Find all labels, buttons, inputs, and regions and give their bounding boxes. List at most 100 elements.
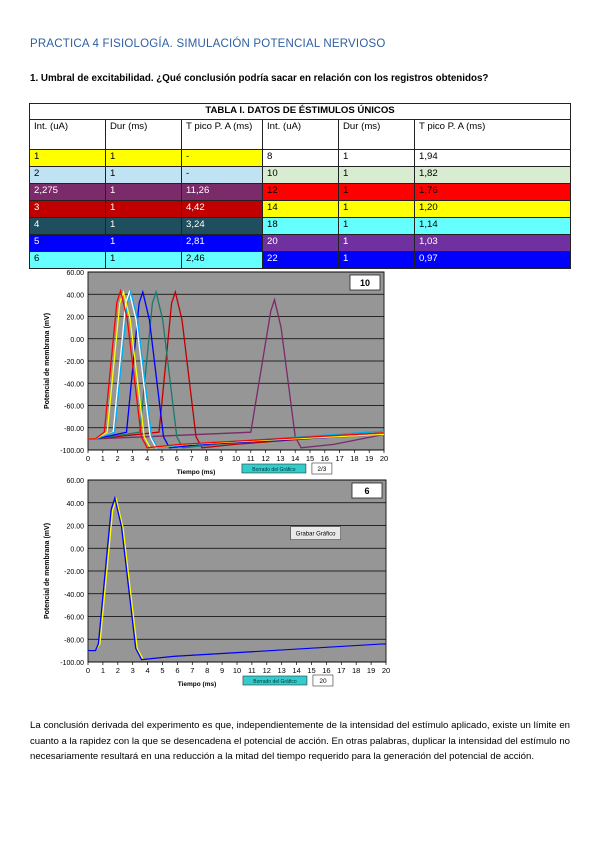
- series-line: [88, 297, 385, 449]
- column-header: T pico P. A (ms): [181, 119, 263, 150]
- table-cell: 8: [262, 149, 339, 167]
- x-tick-label: 11: [247, 454, 255, 463]
- table-row: 1 1-8 1 1,94: [29, 149, 572, 167]
- series-line: [88, 495, 387, 661]
- y-tick-label: -60.00: [64, 404, 84, 411]
- question-heading: 1. Umbral de excitabilidad. ¿Qué conclus…: [30, 73, 489, 84]
- x-tick-label: 5: [160, 666, 164, 675]
- x-tick-label: 17: [335, 454, 343, 463]
- table-cell: 4,42: [181, 200, 263, 218]
- y-tick-label: 0.00: [70, 546, 84, 553]
- column-header: Int. (uA): [29, 119, 106, 150]
- value-field-text: 20: [319, 678, 327, 685]
- x-tick-label: 18: [352, 666, 360, 675]
- table-cell: 0,97: [413, 251, 572, 269]
- table-cell: 1: [105, 149, 182, 167]
- x-tick-label: 12: [261, 454, 269, 463]
- table-row: 3 1 4,42 14 1 1,20: [29, 200, 572, 218]
- table-cell: 1: [338, 149, 415, 167]
- table-cell: 1: [105, 200, 182, 218]
- table-cell: 1: [338, 183, 415, 201]
- table-cell: 1,14: [413, 217, 572, 235]
- x-tick-label: 13: [278, 666, 286, 675]
- x-tick-label: 19: [365, 454, 373, 463]
- series-line: [88, 289, 385, 449]
- column-header: Dur (ms): [105, 119, 182, 150]
- y-tick-label: 20.00: [66, 315, 84, 322]
- table-cell: 22: [262, 251, 339, 269]
- series-line: [88, 289, 385, 449]
- action-potential-chart-6: 60.00 40.00 20.00 0.00 -20.00 -40.00 -60.00 -80…: [40, 476, 392, 688]
- table-cell: 11,26: [181, 183, 263, 201]
- x-tick-label: 20: [380, 454, 388, 463]
- y-tick-label: -20.00: [64, 359, 84, 366]
- y-tick-label: -80.00: [64, 637, 84, 644]
- series-line: [88, 289, 385, 449]
- y-tick-label: -100.00: [60, 448, 84, 455]
- grabar-grafico-label: Grabar Gráfico: [296, 532, 336, 538]
- x-tick-label: 14: [292, 666, 300, 675]
- table-row: 2,275 1 11,26 12 1 1,76: [29, 183, 572, 201]
- table-cell: 1,20: [413, 200, 572, 218]
- table-cell: 1,03: [413, 234, 572, 252]
- table-cell: 5: [29, 234, 106, 252]
- y-tick-label: 20.00: [66, 524, 84, 531]
- x-tick-label: 2: [116, 666, 120, 675]
- value-field[interactable]: 2/3: [311, 462, 333, 475]
- x-tick-label: 14: [291, 454, 299, 463]
- y-axis-label: Potencial de membrana (mV): [44, 313, 51, 409]
- table-cell: 18: [262, 217, 339, 235]
- stimulus-data-table: TABLA I. DATOS DE ÉSTIMULOS ÚNICOS Int. …: [28, 103, 572, 269]
- table-cell: 1: [105, 234, 182, 252]
- column-header: Int. (uA): [262, 119, 339, 150]
- x-tick-label: 20: [382, 666, 390, 675]
- x-tick-label: 15: [307, 666, 315, 675]
- x-tick-label: 4: [146, 666, 150, 675]
- table-cell: 2: [29, 166, 106, 184]
- table-cell: -: [181, 149, 263, 167]
- table-row: 6 1 2,46 22 1 0,97: [29, 251, 572, 269]
- table-cell: 1: [105, 251, 182, 269]
- x-tick-label: 5: [160, 454, 164, 463]
- x-tick-label: 11: [248, 666, 256, 675]
- x-tick-label: 7: [190, 666, 194, 675]
- table-cell: 12: [262, 183, 339, 201]
- x-tick-label: 9: [220, 666, 224, 675]
- table-cell: 3,24: [181, 217, 263, 235]
- x-tick-label: 7: [190, 454, 194, 463]
- table-header-row: Int. (uA) Dur (ms) T pico P. A (ms) Int.…: [29, 119, 572, 150]
- x-tick-label: 2: [116, 454, 120, 463]
- series-line: [88, 289, 385, 449]
- x-tick-label: 16: [321, 454, 329, 463]
- value-field[interactable]: 20: [312, 674, 334, 687]
- x-tick-label: 10: [233, 666, 241, 675]
- table-cell: 1: [338, 251, 415, 269]
- table-cell: 1: [338, 234, 415, 252]
- table-cell: 2,275: [29, 183, 106, 201]
- conclusion-paragraph: La conclusión derivada del experimento e…: [30, 720, 570, 762]
- x-tick-label: 13: [276, 454, 284, 463]
- table-cell: 2,81: [181, 234, 263, 252]
- x-tick-label: 18: [350, 454, 358, 463]
- x-tick-label: 6: [175, 666, 179, 675]
- column-header: Dur (ms): [338, 119, 415, 150]
- borrado-grafico-label: Borrado del Gráfico: [252, 467, 296, 473]
- x-tick-label: 4: [145, 454, 149, 463]
- y-tick-label: 0.00: [70, 337, 84, 344]
- table-cell: 1: [338, 200, 415, 218]
- x-tick-label: 8: [204, 454, 208, 463]
- x-tick-label: 6: [175, 454, 179, 463]
- x-tick-label: 1: [101, 454, 105, 463]
- y-tick-label: -40.00: [64, 592, 84, 599]
- table-row: 4 1 3,24 18 1 1,14: [29, 217, 572, 235]
- x-tick-label: 1: [101, 666, 105, 675]
- value-field-text: 2/3: [317, 466, 326, 473]
- table-cell: 1: [29, 149, 106, 167]
- x-axis-label: Tiempo (ms): [178, 681, 217, 688]
- borrado-grafico-button[interactable]: Borrado del Gráfico: [242, 675, 308, 686]
- grabar-grafico-button[interactable]: Grabar Gráfico: [290, 526, 341, 540]
- table-row: 5 1 2,81 20 1 1,03: [29, 234, 572, 252]
- x-tick-label: 0: [86, 454, 90, 463]
- y-tick-label: 40.00: [66, 501, 84, 508]
- borrado-grafico-button[interactable]: Borrado del Gráfico: [241, 463, 307, 474]
